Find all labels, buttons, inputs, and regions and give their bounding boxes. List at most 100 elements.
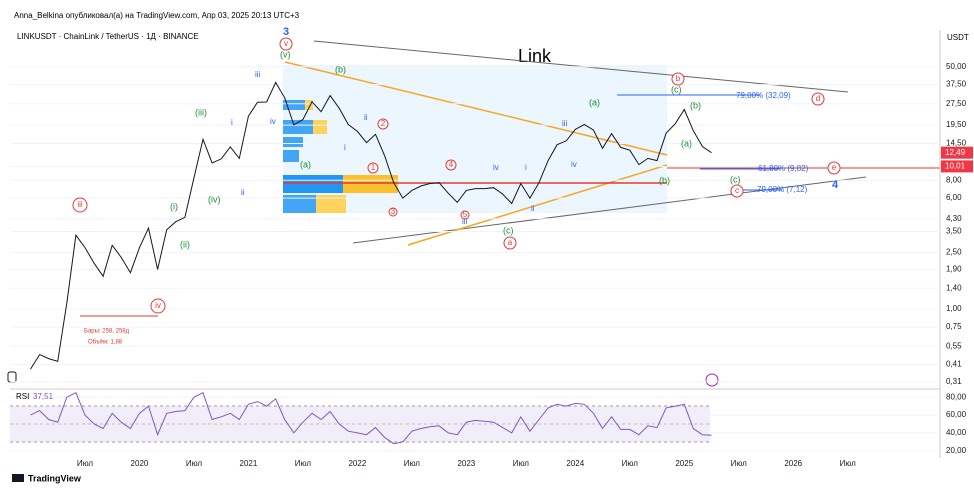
annotation: (c) <box>730 174 741 184</box>
annotation: 4 <box>449 160 454 169</box>
annotation: v <box>284 39 288 48</box>
annotation-circle: 2 <box>377 118 389 130</box>
annotation: a <box>508 238 513 247</box>
x-tick-label: 2023 <box>457 459 475 468</box>
logo <box>12 474 24 482</box>
annotation: 79,00% (7,12) <box>757 185 808 194</box>
annotation-circle: 3 <box>388 207 398 217</box>
annotation: ii <box>241 188 245 197</box>
y-tick-label: 60,00 <box>946 410 967 419</box>
price-label-box <box>941 160 973 173</box>
annotation: iii <box>562 119 568 128</box>
y-tick-label: 0,75 <box>946 322 962 331</box>
vp-bar <box>283 137 303 147</box>
y-tick-label: 1,00 <box>946 304 962 313</box>
x-tick-label: Июл <box>731 459 748 468</box>
y-tick-label: 0,31 <box>946 377 962 386</box>
annotation: iv <box>571 160 577 169</box>
vp-bar <box>343 175 398 193</box>
price-label: 12,49 <box>945 148 966 157</box>
circle <box>460 210 470 220</box>
x-tick-label: 2026 <box>784 459 802 468</box>
annotation: 3 <box>391 207 396 216</box>
circle <box>150 298 166 314</box>
vp-bar <box>283 175 343 193</box>
annotation: (i) <box>170 201 178 211</box>
trend-line <box>284 61 668 156</box>
annotation-circle: a <box>503 236 517 250</box>
circle <box>811 92 825 106</box>
annotation: (a) <box>589 97 600 107</box>
annotation: 2 <box>381 119 386 128</box>
annotation: (ii) <box>180 239 190 249</box>
footer: TradingView <box>28 473 82 483</box>
chart-subtitle: LINKUSDT · ChainLink / TetherUS · 1Д · B… <box>17 32 199 41</box>
annotation: (c) <box>671 84 682 94</box>
annotation: 5 <box>463 210 468 219</box>
annotation: 61,80% (9,82) <box>758 164 809 173</box>
y-tick-label: 0,41 <box>946 359 962 368</box>
plot: 50,0037,5027,5019,5014,5010,008,006,004,… <box>10 62 973 468</box>
annotation-circle: v <box>279 37 293 51</box>
y-tick-label: 50,00 <box>946 62 967 71</box>
annotation: iii <box>77 200 83 209</box>
volume-profile <box>283 100 398 213</box>
annotation: iv <box>270 117 276 126</box>
x-tick-label: 2020 <box>131 459 149 468</box>
annotation-circle: iv <box>150 298 166 314</box>
y-tick-label: 80,00 <box>946 392 967 401</box>
header: Anna_Belkina опубликовал(а) на TradingVi… <box>14 11 300 20</box>
rsi-title: RSI <box>16 392 29 401</box>
annotation: 79,00% (32,09) <box>736 91 791 100</box>
y-tick-label: 20,00 <box>946 446 967 455</box>
y-tick-label: 40,00 <box>946 428 967 437</box>
vp-bar <box>316 195 346 213</box>
annotation-circle: 5 <box>460 210 470 220</box>
price-line <box>30 391 712 445</box>
x-tick-label: 2022 <box>348 459 366 468</box>
annotation: Бары: 258, 258д <box>84 329 130 335</box>
annotation: iv <box>155 301 161 310</box>
annotations: 3 v (v) (b) iii i iv ii (iii) (iv) (i) (… <box>72 26 841 346</box>
x-tick-label: 2024 <box>566 459 584 468</box>
annotation-circle: e <box>827 161 841 175</box>
y-tick-label: 3,50 <box>946 227 962 236</box>
annotation: 1 <box>371 163 376 172</box>
x-tick-label: Июл <box>622 459 639 468</box>
annotation: (b) <box>690 100 701 110</box>
annotation: (c) <box>503 225 514 235</box>
x-tick-label: Июл <box>77 459 94 468</box>
annotation: Объём: 1,88 <box>88 340 123 346</box>
annotation: (iv) <box>208 194 221 204</box>
circle <box>827 161 841 175</box>
y-axis-label: USDT <box>947 33 969 42</box>
vp-bar <box>305 100 313 110</box>
annotation-circle: iii <box>72 197 88 213</box>
annotation: 4 <box>832 179 839 191</box>
y-tick-label: 2,50 <box>946 247 962 256</box>
price-label: 10,01 <box>945 162 966 171</box>
circle <box>279 37 293 51</box>
annotation: (b) <box>335 64 346 74</box>
y-tick-label: 1,40 <box>946 283 962 292</box>
annotation: d <box>816 94 820 103</box>
annotation: (iii) <box>195 107 207 117</box>
y-tick-label: 1,90 <box>946 264 962 273</box>
circle <box>72 197 88 213</box>
event-icon <box>705 373 719 387</box>
annotation-circle: c <box>730 184 744 198</box>
vp-bar <box>283 100 305 110</box>
y-tick-label: 4,30 <box>946 214 962 223</box>
vp-bar <box>313 120 327 134</box>
circle <box>445 159 457 171</box>
circle <box>367 162 379 174</box>
price-label-box <box>941 146 973 159</box>
annotation: i <box>525 163 527 172</box>
y-tick-label: 14,50 <box>946 139 967 148</box>
x-tick-label: Июл <box>513 459 530 468</box>
x-tick-label: Июл <box>186 459 203 468</box>
annotation: c <box>735 186 739 195</box>
vp-bar <box>283 150 299 162</box>
annotation: (b) <box>659 175 670 185</box>
